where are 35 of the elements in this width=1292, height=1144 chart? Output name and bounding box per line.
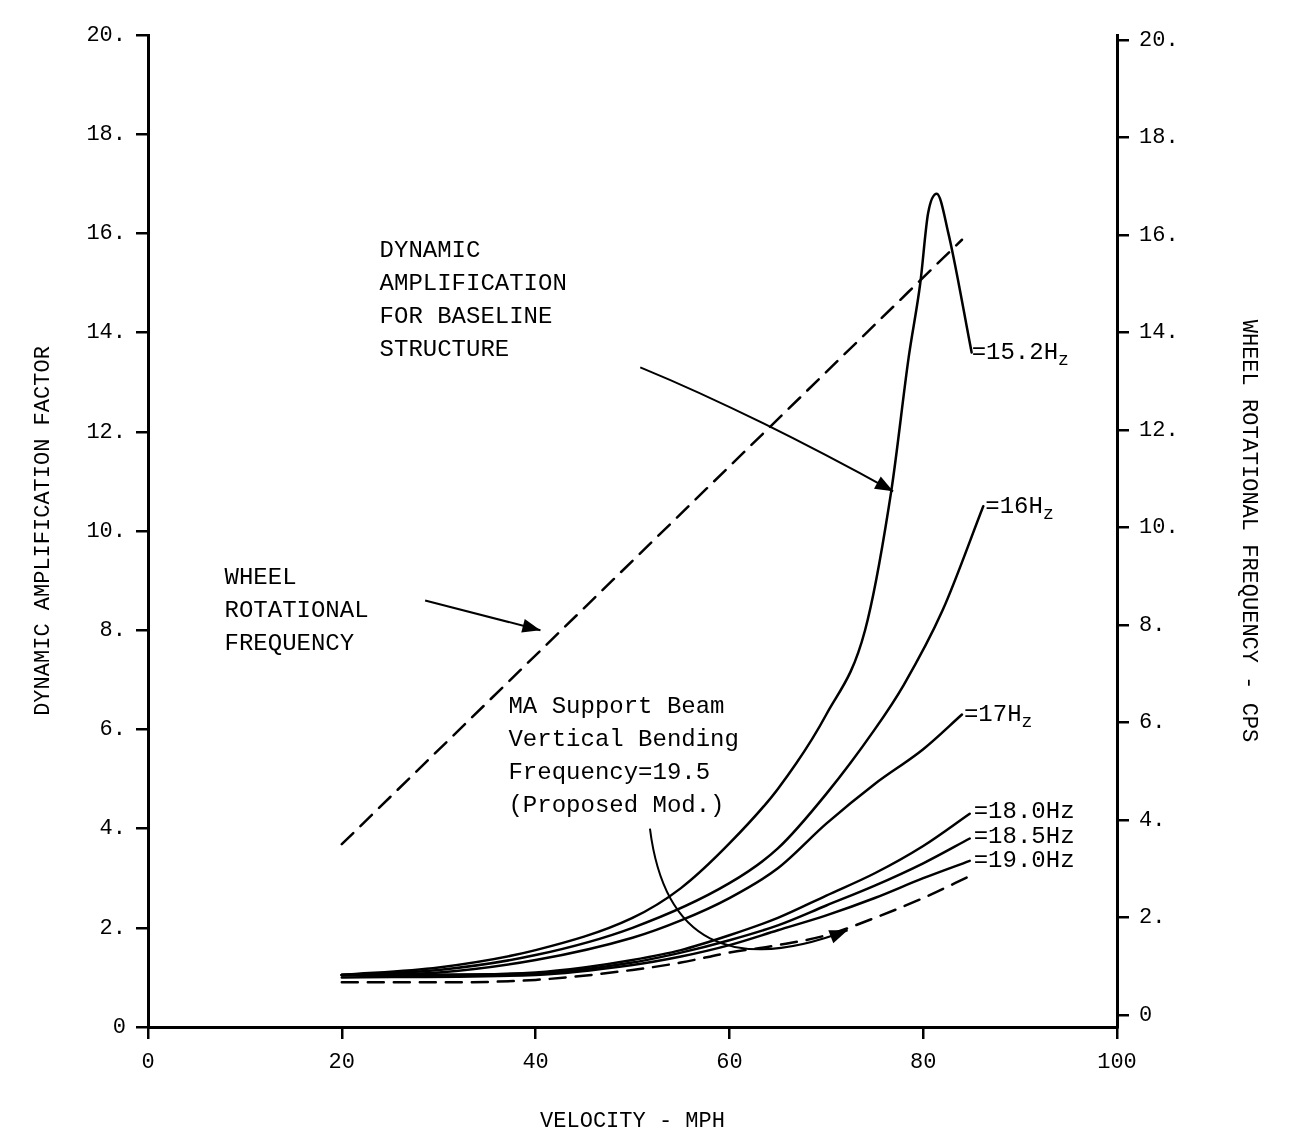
y-tick-label: 6. [99,717,126,743]
x-tick-label: 0 [141,1050,155,1076]
y-tick-label: 14. [86,320,126,346]
y2-tick-label: 18. [1139,125,1179,151]
annotation: WHEEL ROTATIONAL FREQUENCY [224,564,369,658]
y-tick-label: 8. [99,618,126,644]
y2-axis-title: WHEEL ROTATIONAL FREQUENCY - CPS [1235,319,1261,743]
x-tick-label: 60 [716,1050,743,1076]
y2-tick-label: 10. [1139,515,1179,541]
y2-tick-label: 14. [1139,320,1179,346]
y-tick-label: 12. [86,419,126,445]
y-axis-title: DYNAMIC AMPLIFICATION FACTOR [31,346,57,716]
y2-tick-label: 2. [1139,905,1166,931]
y-tick-label: 20. [86,22,126,48]
y-tick-label: 4. [99,816,126,842]
annotation: MA Support Beam Vertical Bending Frequency=19.5 (Proposed Mod.) [508,693,739,820]
series-label: =19.0Hz [973,847,1075,875]
x-tick-label: 100 [1097,1050,1137,1076]
y2-tick-label: 20. [1139,27,1179,53]
y-tick-label: 2. [99,915,126,941]
y2-tick-label: 12. [1139,417,1179,443]
y-tick-label: 10. [86,518,126,544]
y2-tick-label: 8. [1139,612,1166,638]
y2-tick-label: 0 [1139,1002,1153,1028]
y2-tick-label: 16. [1139,222,1179,248]
y2-tick-label: 6. [1139,710,1166,736]
x-tick-label: 20 [328,1050,355,1076]
x-tick-label: 40 [522,1050,549,1076]
y-tick-label: 16. [86,221,126,247]
annotation: DYNAMIC AMPLIFICATION FOR BASELINE STRUCTURE [379,236,567,363]
x-tick-label: 80 [910,1050,937,1076]
x-axis-title: VELOCITY - MPH [540,1108,725,1134]
y2-tick-label: 4. [1139,807,1166,833]
y-tick-label: 18. [86,122,126,148]
y-tick-label: 0 [112,1014,126,1040]
